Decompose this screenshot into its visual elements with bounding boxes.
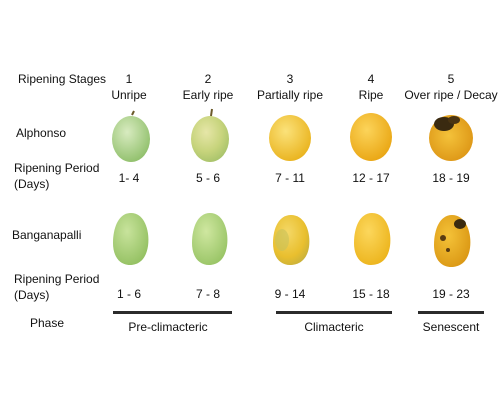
banganapalli-period-stage-5: 19 - 23 — [432, 287, 470, 301]
stage-1-name: Unripe — [111, 88, 147, 102]
climacteric-bar — [276, 311, 392, 314]
banganapalli-stage-4-mango — [354, 213, 391, 265]
alphonso-label: Alphonso — [16, 126, 67, 140]
stage-4-name: Ripe — [358, 88, 384, 102]
stage-3-number: 3 — [286, 72, 294, 86]
stage-5-name: Over ripe / Decay — [404, 88, 498, 102]
alphonso-stage-3-mango — [269, 115, 311, 161]
alphonso-period-stage-1: 1- 4 — [118, 171, 140, 185]
ripening-period-label-alphonso: Ripening Period (Days) — [14, 160, 110, 192]
senescent-bar — [418, 311, 484, 314]
alphonso-stage-2-mango — [191, 108, 229, 162]
alphonso-period-stage-3: 7 - 11 — [275, 171, 305, 185]
banganapalli-stage-1-mango — [113, 213, 149, 265]
alphonso-stage-1-mango — [112, 110, 150, 162]
alphonso-period-stage-2: 5 - 6 — [195, 171, 221, 185]
banganapalli-stage-2-mango — [192, 213, 228, 265]
stage-4-number: 4 — [367, 72, 375, 86]
phase-pre-climacteric: Pre-climacteric — [128, 320, 208, 334]
banganapalli-period-stage-4: 15 - 18 — [352, 287, 390, 301]
banganapalli-label: Banganapalli — [12, 228, 82, 242]
ripening-period-text-2: Ripening Period (Days) — [14, 272, 100, 302]
stage-2-name: Early ripe — [182, 88, 234, 102]
stage-5-number: 5 — [447, 72, 455, 86]
stage-2-number: 2 — [204, 72, 212, 86]
pre-climacteric-bar — [113, 311, 232, 314]
banganapalli-period-stage-3: 9 - 14 — [274, 287, 306, 301]
stage-1-number: 1 — [125, 72, 133, 86]
ripening-period-label-banganapalli: Ripening Period (Days) — [14, 271, 110, 303]
ripening-stages-label: Ripening Stages — [18, 72, 106, 86]
banganapalli-stage-3-mango — [273, 215, 310, 265]
ripening-period-text-1: Ripening Period (Days) — [14, 161, 100, 191]
phase-label: Phase — [30, 316, 65, 330]
alphonso-stage-5-mango — [429, 115, 473, 161]
banganapalli-period-stage-2: 7 - 8 — [195, 287, 221, 301]
banganapalli-stage-5-mango — [434, 215, 471, 267]
phase-senescent: Senescent — [422, 320, 480, 334]
phase-climacteric: Climacteric — [304, 320, 364, 334]
alphonso-stage-4-mango — [350, 113, 392, 161]
ripening-stages-text: Ripening Stages — [18, 72, 107, 86]
stage-3-name: Partially ripe — [256, 88, 324, 102]
banganapalli-period-stage-1: 1 - 6 — [116, 287, 142, 301]
alphonso-period-stage-4: 12 - 17 — [352, 171, 390, 185]
alphonso-period-stage-5: 18 - 19 — [432, 171, 470, 185]
